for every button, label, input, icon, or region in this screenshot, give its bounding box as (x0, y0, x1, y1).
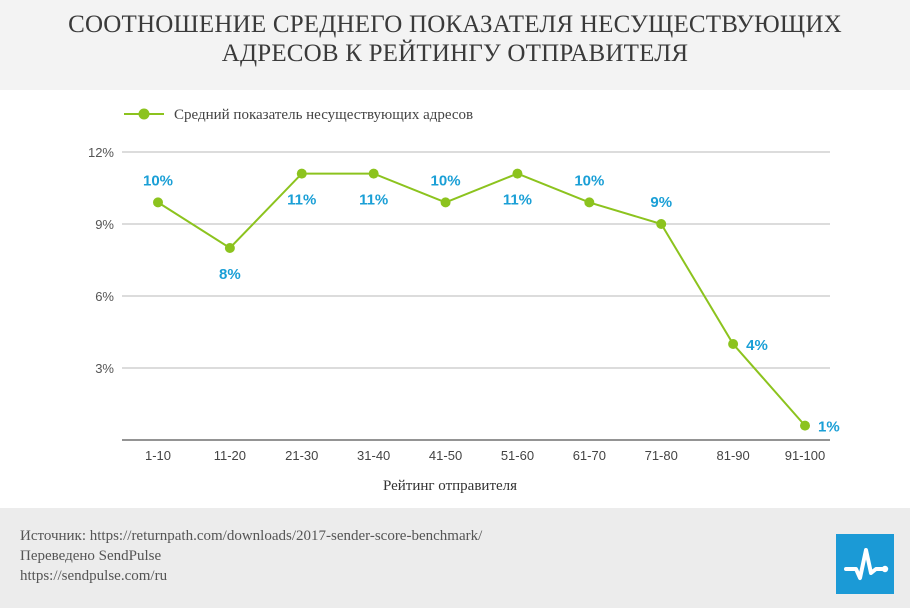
chart-title-line-1: СООТНОШЕНИЕ СРЕДНЕГО ПОКАЗАТЕЛЯ НЕСУЩЕСТ… (68, 11, 842, 38)
chart-title-line-2: АДРЕСОВ К РЕЙТИНГУ ОТПРАВИТЕЛЯ (221, 40, 689, 67)
data-point (296, 168, 307, 179)
data-label: 11% (503, 192, 532, 209)
source-text: Источник: https://returnpath.com/downloa… (20, 528, 483, 544)
x-axis-title: Рейтинг отправителя (383, 478, 517, 494)
legend-marker (138, 108, 150, 120)
x-tick-label: 11-20 (214, 448, 246, 463)
data-point (153, 197, 163, 208)
y-tick-label: 6% (95, 289, 114, 304)
data-point (656, 219, 667, 229)
sendpulse-url: https://sendpulse.com/ru (20, 568, 168, 584)
data-label: 8% (219, 266, 241, 283)
data-point (728, 339, 739, 349)
chart-title: СООТНОШЕНИЕ СРЕДНЕГО ПОКАЗАТЕЛЯ НЕСУЩЕСТ… (0, 10, 910, 68)
x-tick-label: 61-70 (573, 448, 606, 463)
x-tick-label: 71-80 (645, 448, 678, 463)
y-tick-label: 12% (88, 145, 114, 160)
data-point (368, 168, 379, 179)
data-point (800, 420, 810, 431)
x-tick-label: 91-100 (785, 448, 825, 463)
data-label: 10% (431, 172, 461, 189)
y-tick-label: 9% (95, 217, 114, 232)
x-tick-label: 1-10 (145, 448, 171, 463)
chart-panel: Средний показатель несуществующих адресо… (0, 90, 910, 508)
data-point (224, 243, 235, 253)
sendpulse-logo-icon (836, 534, 894, 594)
data-label: 9% (650, 194, 672, 211)
legend-label: Средний показатель несуществующих адресо… (174, 107, 473, 123)
y-tick-label: 3% (95, 361, 114, 376)
data-label: 4% (746, 337, 768, 354)
series-line (157, 172, 806, 427)
line-chart: Средний показатель несуществующих адресо… (88, 107, 840, 494)
x-tick-label: 41-50 (429, 448, 462, 463)
x-tick-label: 81-90 (716, 448, 749, 463)
data-point (584, 197, 595, 208)
data-label: 1% (818, 419, 840, 436)
data-label: 10% (574, 172, 604, 189)
data-point (512, 168, 523, 179)
x-tick-label: 21-30 (285, 448, 318, 463)
footer-text: Источник: https://returnpath.com/downloa… (20, 526, 482, 586)
x-tick-label: 51-60 (501, 448, 534, 463)
x-tick-label: 31-40 (357, 448, 390, 463)
data-label: 11% (359, 192, 388, 209)
data-label: 10% (143, 172, 173, 189)
data-point (440, 197, 451, 208)
data-label: 11% (287, 192, 316, 209)
translated-text: Переведено SendPulse (20, 548, 162, 564)
footer: Источник: https://returnpath.com/downloa… (0, 508, 910, 608)
